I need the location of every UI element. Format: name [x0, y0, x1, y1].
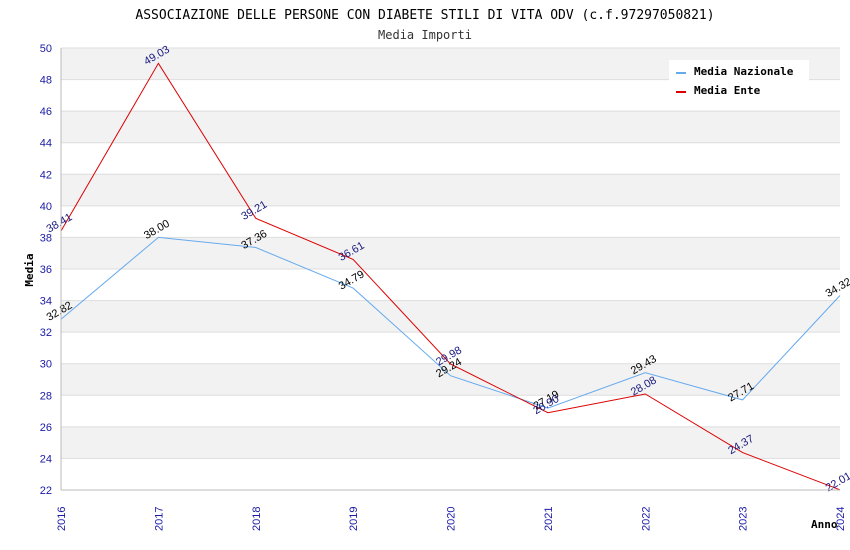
y-tick-label: 46 — [40, 106, 52, 118]
grid-band — [61, 363, 840, 396]
chart-title: ASSOCIAZIONE DELLE PERSONE CON DIABETE S… — [135, 8, 714, 23]
y-tick-label: 48 — [40, 75, 52, 87]
x-tick-label: 2024 — [835, 507, 847, 531]
y-tick-label: 30 — [40, 359, 52, 371]
grid-band — [61, 269, 840, 301]
x-tick-label: 2019 — [348, 507, 360, 531]
y-tick-label: 38 — [40, 232, 52, 244]
x-axis-label: Anno — [811, 518, 838, 531]
y-tick-label: 40 — [40, 201, 52, 213]
x-tick-label: 2018 — [251, 507, 263, 531]
y-tick-label: 34 — [40, 296, 52, 308]
y-tick-label: 28 — [40, 390, 52, 402]
x-tick-label: 2016 — [56, 507, 68, 531]
grid-band — [61, 142, 840, 175]
x-axis-ticks: 2016 2017 2018 2019 2020 2021 2022 2023 2024 — [56, 507, 847, 531]
x-tick-label: 2017 — [153, 507, 165, 531]
grid-band — [61, 395, 840, 427]
x-tick-label: 2020 — [446, 507, 458, 531]
y-axis-ticks: 22 24 26 28 30 32 34 36 38 40 42 44 46 48 50 — [40, 43, 52, 497]
y-tick-label: 26 — [40, 422, 52, 434]
grid-band — [61, 237, 840, 269]
y-tick-label: 50 — [40, 43, 52, 55]
grid-bands — [61, 47, 840, 491]
x-tick-label: 2021 — [543, 507, 555, 531]
grid-band — [61, 300, 840, 333]
y-tick-label: 24 — [40, 453, 52, 465]
series-line-media-nazionale — [60, 236, 841, 409]
grid-band — [61, 174, 840, 206]
y-tick-label: 22 — [40, 485, 52, 497]
y-tick-label: 42 — [40, 169, 52, 181]
series-line-media-ente — [60, 62, 841, 491]
grid-band — [61, 205, 840, 238]
grid-band — [61, 426, 840, 459]
x-tick-label: 2022 — [640, 507, 652, 531]
y-tick-label: 36 — [40, 264, 52, 276]
grid-band — [61, 111, 840, 143]
grid-band — [61, 332, 840, 364]
y-tick-label: 32 — [40, 327, 52, 339]
series-lines — [60, 62, 841, 491]
y-axis-label: Media — [23, 253, 36, 286]
chart-subtitle: Media Importi — [378, 28, 472, 42]
legend: Media Nazionale Media Ente — [669, 60, 809, 102]
y-tick-label: 44 — [40, 138, 52, 150]
x-tick-label: 2023 — [738, 507, 750, 531]
legend-label-media-ente: Media Ente — [694, 84, 761, 97]
legend-label-media-nazionale: Media Nazionale — [694, 65, 794, 78]
grid-band — [61, 458, 840, 490]
legend-box — [669, 60, 809, 102]
